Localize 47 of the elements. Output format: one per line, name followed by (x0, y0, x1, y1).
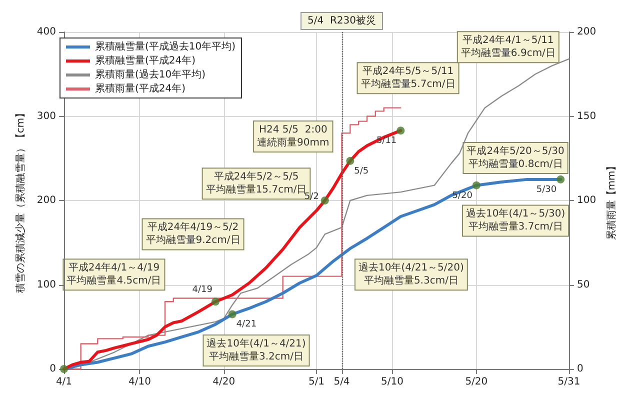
annotation: 過去10年(4/21～5/20) 平均融雪量5.3cm/日 (358, 262, 464, 287)
annotation: 過去10年(4/1～4/21) 平均融雪量3.2cm/日 (206, 337, 306, 362)
y2-tick-label: 50 (577, 279, 590, 290)
legend-label: 累積融雪量(平成24年) (95, 54, 196, 66)
y-tick-label: 300 (36, 110, 56, 122)
ref-line-label: 5/4 R230被災 (308, 14, 376, 26)
legend-label: 累積融雪量(平成過去10年平均) (95, 40, 236, 52)
y-tick-label: 100 (36, 279, 56, 290)
x-tick-label: 5/31 (558, 376, 580, 388)
point (346, 156, 354, 165)
point (212, 298, 220, 306)
y2-tick-label: 200 (577, 26, 596, 38)
y-axis-title: 積雪の累積減少量（累積融雪量）【cm】 (14, 108, 26, 294)
y2-tick-label: 150 (577, 110, 596, 122)
annotation: 5/11 (376, 136, 397, 146)
x-tick-label: 5/20 (465, 376, 488, 388)
x-tick-label: 4/20 (212, 376, 236, 388)
y2-tick-label: 0 (577, 364, 584, 374)
annotation: 平成24年4/1～5/11 平均融雪量6.9cm/日 (460, 34, 556, 60)
annotation: 平成24年4/19～5/2 平均融雪量9.2cm/日 (146, 221, 240, 246)
y-tick-label: 400 (36, 26, 56, 38)
legend-label: 累積雨量(過去10年平均) (95, 68, 206, 80)
annotation: 5/5 (354, 166, 369, 176)
x-tick-label: 4/10 (128, 376, 151, 388)
x-tick-label: 5/10 (381, 376, 404, 388)
y-tick-label: 200 (36, 195, 56, 206)
y-tick-label: 0 (50, 364, 56, 374)
point (472, 181, 480, 190)
point (556, 175, 565, 184)
annotation: 平成24年5/20～5/30 平均融雪量0.8cm/日 (466, 145, 564, 170)
x-tick-label: 5/1 (308, 376, 325, 388)
annotation: 過去10年(4/1～5/30) 平均融雪量3.7cm/日 (466, 208, 566, 233)
point (396, 126, 405, 135)
point (228, 310, 236, 318)
point (320, 196, 329, 204)
y2-tick-label: 100 (577, 195, 596, 206)
annotation: 平成24年5/5～5/11 平均融雪量5.7cm/日 (360, 65, 456, 90)
y2-axis-title: 累積雨量【mm】 (606, 160, 618, 240)
annotation: H24 5/5 2:00 連続雨量90mm (257, 124, 330, 148)
x-tick-label: 4/1 (56, 376, 72, 388)
legend-label: 累積雨量(平成24年) (95, 82, 186, 94)
annotation: 平成24年4/1～4/19 平均融雪量4.5cm/日 (66, 262, 162, 287)
annotation: 5/30 (536, 184, 557, 195)
x-tick-label: 5/4 (334, 376, 350, 388)
annotation: 4/19 (192, 285, 213, 296)
annotation: 5/20 (452, 190, 473, 201)
annotation: 4/21 (236, 320, 257, 330)
